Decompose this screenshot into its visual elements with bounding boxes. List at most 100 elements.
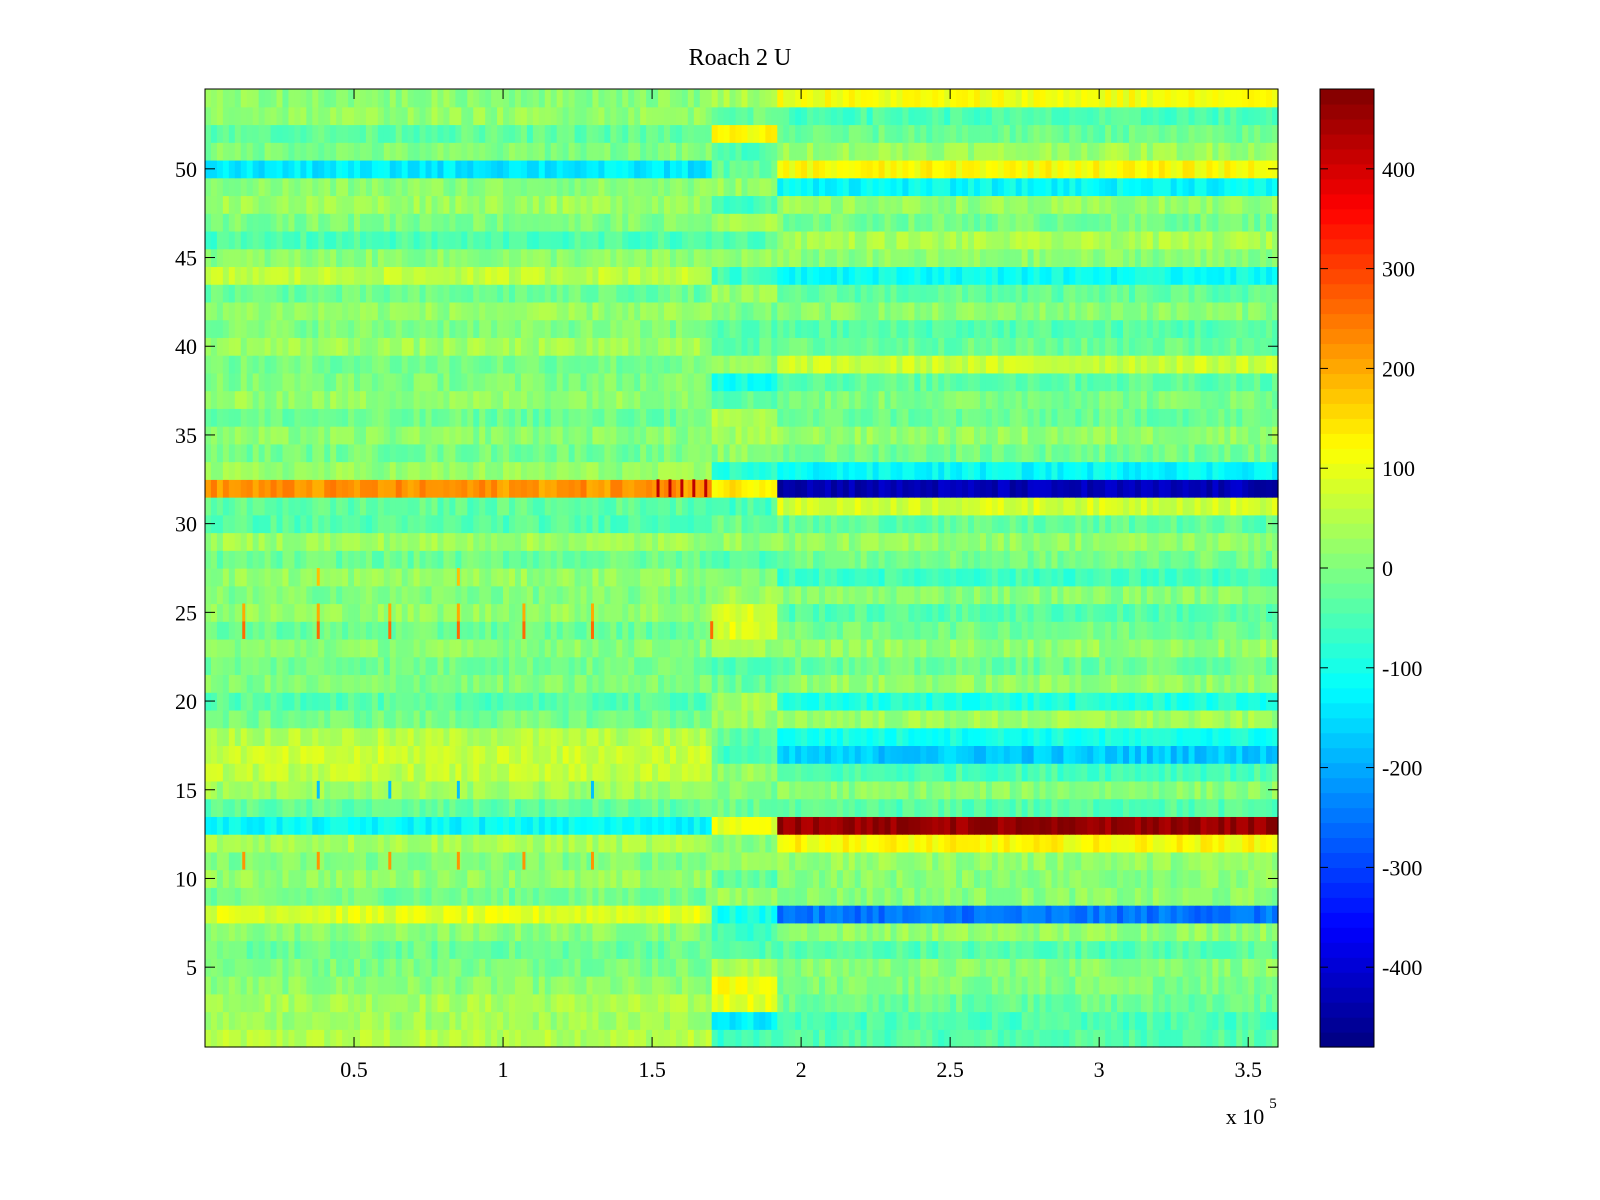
heatmap-cell <box>628 887 635 906</box>
heatmap-cell <box>854 869 862 888</box>
heatmap-cell <box>795 816 802 835</box>
heatmap-cell <box>574 550 582 569</box>
heatmap-cell <box>807 638 814 658</box>
heatmap-cell <box>622 922 629 942</box>
heatmap-cell <box>765 727 772 747</box>
heatmap-cell <box>419 674 427 693</box>
heatmap-cell <box>1057 568 1064 587</box>
heatmap-cell <box>991 816 999 835</box>
heatmap-cell <box>836 674 844 693</box>
heatmap-cell <box>1236 798 1243 817</box>
heatmap-cell <box>687 958 695 977</box>
heatmap-cell <box>300 869 307 888</box>
heatmap-cell <box>1206 993 1214 1013</box>
heatmap-cell <box>252 958 260 977</box>
heatmap-cell <box>890 993 898 1013</box>
heatmap-cell <box>556 1011 564 1030</box>
heatmap-cell <box>413 656 421 676</box>
heatmap-cell <box>1200 621 1208 640</box>
heatmap-cell <box>1039 674 1047 693</box>
heatmap-cell <box>562 1011 570 1030</box>
heatmap-cell <box>598 816 605 835</box>
heatmap-cell <box>544 905 552 924</box>
heatmap-cell <box>604 638 611 658</box>
heatmap-cell <box>455 816 462 835</box>
heatmap-cell <box>568 869 576 888</box>
heatmap-cell <box>646 674 653 693</box>
heatmap-cell <box>622 621 629 640</box>
heatmap-cell <box>860 887 868 906</box>
heatmap-cell <box>997 568 1005 587</box>
heatmap-cell <box>1224 976 1231 995</box>
heatmap-cell <box>574 993 582 1013</box>
heatmap-cell <box>514 869 522 888</box>
heatmap-cell <box>503 763 510 782</box>
heatmap-cell <box>604 674 611 693</box>
heatmap-cell <box>866 1029 874 1048</box>
heatmap-cell <box>777 1029 784 1048</box>
heatmap-cell <box>252 1011 260 1030</box>
heatmap-cell <box>1117 905 1124 924</box>
heatmap-cell <box>1158 993 1166 1013</box>
heatmap-cell <box>306 780 313 800</box>
heatmap-cell <box>222 976 230 995</box>
heatmap-cell <box>526 887 534 906</box>
heatmap-cell <box>705 638 713 658</box>
heatmap-cell <box>1218 603 1225 622</box>
heatmap-cell <box>1272 922 1279 942</box>
heatmap-cell <box>312 763 319 782</box>
heatmap-cell <box>991 621 999 640</box>
heatmap-cell <box>747 550 755 569</box>
heatmap-cell <box>1266 887 1273 906</box>
heatmap-cell <box>997 869 1005 888</box>
heatmap-cell <box>646 603 653 622</box>
heatmap-cell <box>437 887 445 906</box>
heatmap-cell <box>1194 851 1202 871</box>
heatmap-cell <box>1134 851 1142 871</box>
heatmap-cell <box>610 976 617 995</box>
heatmap-cell <box>920 638 927 658</box>
heatmap-cell <box>336 763 343 782</box>
heatmap-cell <box>312 940 319 959</box>
heatmap-cell <box>914 709 921 729</box>
heatmap-cell <box>592 656 600 676</box>
heatmap-cell <box>997 621 1005 640</box>
heatmap-cell <box>795 1011 802 1030</box>
heatmap-cell <box>866 958 874 977</box>
heatmap-cell <box>640 656 647 676</box>
heatmap-cell <box>425 656 433 676</box>
heatmap-cell <box>389 869 397 888</box>
heatmap-cell <box>944 709 951 729</box>
heatmap-cell <box>1152 674 1160 693</box>
heatmap-cell <box>205 976 212 995</box>
heatmap-cell <box>896 905 904 924</box>
heatmap-cell <box>1063 958 1070 977</box>
heatmap-cell <box>1158 798 1166 817</box>
heatmap-cell <box>795 709 802 729</box>
heatmap-cell <box>300 798 307 817</box>
heatmap-cell <box>270 585 278 605</box>
heatmap-cell <box>1128 585 1136 605</box>
heatmap-cell <box>1248 656 1255 676</box>
heatmap-cell <box>205 1011 212 1030</box>
heatmap-cell <box>1152 568 1160 587</box>
heatmap-cell <box>1236 869 1243 888</box>
heatmap-cell <box>389 709 397 729</box>
heatmap-cell <box>1069 621 1076 640</box>
heatmap-cell <box>652 1029 659 1048</box>
heatmap-cell <box>377 887 385 906</box>
heatmap-cell <box>926 834 933 853</box>
heatmap-cell <box>771 958 778 977</box>
heatmap-cell <box>514 798 522 817</box>
heatmap-cell <box>616 621 623 640</box>
heatmap-cell <box>789 976 796 995</box>
heatmap-cell <box>866 603 874 622</box>
heatmap-cell <box>1087 692 1094 711</box>
heatmap-cell <box>449 585 456 605</box>
heatmap-cell <box>753 834 760 853</box>
heatmap-cell <box>1230 638 1237 658</box>
heatmap-cell <box>210 905 218 924</box>
heatmap-cell <box>962 780 969 800</box>
heatmap-cell <box>1170 568 1178 587</box>
heatmap-cell <box>407 887 415 906</box>
